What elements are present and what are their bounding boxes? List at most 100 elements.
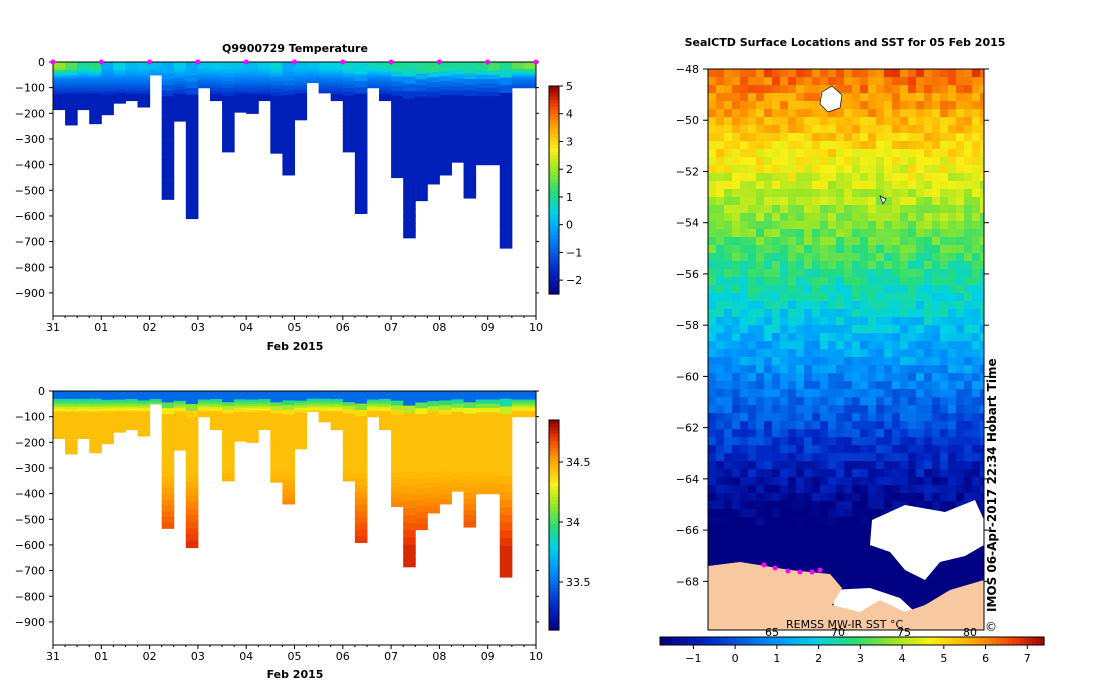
sst-cell [876,325,885,334]
colorbar-cell [549,138,559,143]
sst-cell [820,117,829,126]
sst-cell [732,517,741,526]
profile-cell [391,434,404,440]
colorbar-cell [549,273,559,278]
sst-cell [732,157,741,166]
profile-cell [511,85,525,88]
profile-cell [173,76,187,80]
profile-cell [306,77,320,79]
sst-cell [924,349,933,358]
profile-cell [427,507,440,514]
profile-cell [53,430,66,434]
profile-cell [475,143,489,149]
sst-cell [940,485,949,494]
sst-cell [948,461,957,470]
profile-cell [65,96,78,100]
profile-cell [318,76,332,78]
sst-cell [764,373,773,382]
profile-cell [403,478,416,487]
sst-cell [852,437,861,446]
sst-cell [708,149,717,158]
profile-cell [101,439,114,443]
profile-cell [439,146,452,152]
sst-cell [876,445,885,454]
sst-cell [780,253,789,262]
sst-cell [756,277,765,286]
sst-cell [772,437,781,446]
profile-cell [439,423,452,430]
sst-cell [780,197,789,206]
sst-cell [980,501,985,510]
sst-cell [804,117,813,126]
profile-cell [306,402,320,405]
profile-cell [246,87,259,91]
sst-cell [940,405,949,414]
profile-cell [511,393,525,395]
profile-cell [330,418,344,421]
sst-cell [812,157,821,166]
colorbar-cell [549,172,559,177]
sst-cell [772,373,781,382]
profile-cell [137,404,151,407]
profile-cell [270,421,283,426]
sst-cell [876,453,885,462]
profile-cell [209,70,223,73]
profile-cell [113,79,126,82]
profile-cell [89,442,102,446]
sst-cell [964,85,973,94]
colorbar-tick-label: 34 [566,516,580,529]
sst-cell [940,469,949,478]
profile-cell [77,73,90,77]
sst-cell [964,477,973,486]
profile-cell [463,424,477,432]
profile-cell [306,64,320,67]
profile-cell [197,80,211,82]
profile-cell [294,110,308,114]
profile-cell [306,73,320,76]
sst-cell [948,133,957,142]
profile-cell [379,392,392,395]
profile-cell [330,408,344,411]
profile-cell [391,429,404,435]
sst-cell [780,405,789,414]
profile-cell [391,71,404,78]
profile-cell [379,65,392,68]
island-outline [819,85,843,113]
sst-cell [980,269,985,278]
profile-cell [391,458,404,464]
colorbar-cell [549,556,559,561]
profile-cell [246,408,259,411]
sst-cell [804,101,813,110]
sst-colorbar-cell [908,637,913,645]
profile-cell [379,410,392,413]
profile-cell [427,391,440,397]
profile-cell [137,84,151,87]
profile-cell [318,77,332,80]
sst-cell [868,493,877,502]
sst-cell [780,333,789,342]
profile-cell [282,423,295,430]
sst-cell [820,509,829,518]
profile-cell [197,76,211,79]
sst-cell [836,181,845,190]
sst-cell [764,149,773,158]
profile-cell [354,137,368,145]
profile-cell [65,69,78,74]
sst-cell [940,357,949,366]
sst-cell [876,141,885,150]
profile-cell [101,99,114,103]
profile-cell [523,409,537,411]
profile-cell [523,395,537,397]
sst-cell [780,501,789,510]
profile-cell [65,417,78,421]
profile-cell [354,131,368,139]
profile-cell [258,392,271,395]
sst-cell [924,205,933,214]
profile-cell [246,109,259,112]
sst-cell [820,221,829,230]
sst-cell [860,557,869,566]
profile-cell [439,85,452,91]
sst-cell [724,509,733,518]
profile-cell [415,448,428,456]
sst-cell [884,317,893,326]
